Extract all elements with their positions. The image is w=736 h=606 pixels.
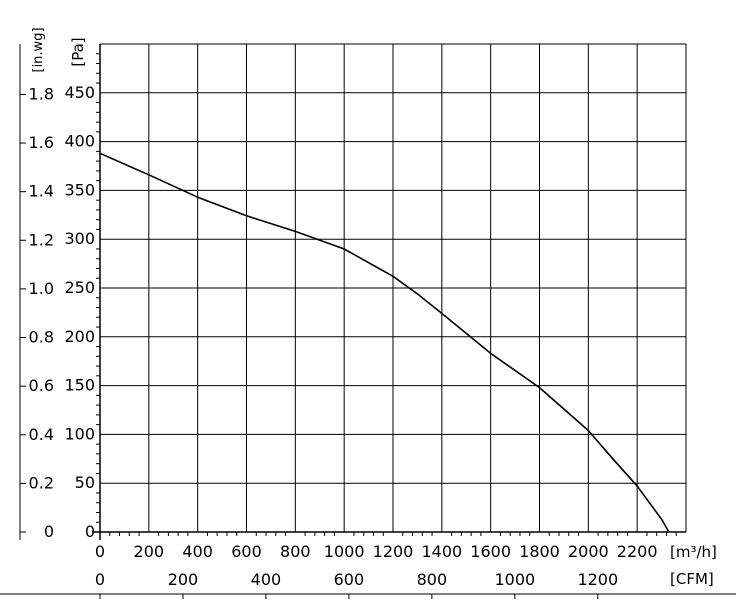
y-tick-label: 150: [64, 376, 95, 395]
y2-tick-label: 1.4: [29, 182, 54, 201]
y-tick-label: 450: [64, 83, 95, 102]
x2-tick-label: 1200: [577, 570, 618, 589]
x-tick-labels: 0 200 400 600 800 1000 1200 1400 1600 1800 2000 220…: [95, 542, 658, 561]
x-tick-label: 1000: [324, 542, 365, 561]
y-tick-label: 300: [64, 229, 95, 248]
x-tick-label: 1200: [373, 542, 414, 561]
x-tick-label: 600: [231, 542, 262, 561]
series-line: [99, 152, 670, 533]
y-tick-label: 250: [64, 278, 95, 297]
y2-tick-label: 0.2: [29, 473, 54, 492]
y2-tick-label: 0.4: [29, 425, 54, 444]
x-tick-label: 1800: [519, 542, 560, 561]
x-tick-label: 1400: [421, 542, 462, 561]
y2-tick-label: 0.6: [29, 376, 54, 395]
x2-tick-label: 800: [417, 570, 448, 589]
x-tick-label: 400: [182, 542, 213, 561]
x-units-label: [m³/h]: [670, 543, 717, 561]
y-tick-label: 50: [75, 473, 95, 492]
x2-tick-labels: 0 200 400 600 800 1000 1200: [95, 570, 618, 599]
y-tick-label: 0: [85, 522, 95, 541]
x-tick-label: 800: [280, 542, 311, 561]
x-tick-label: 0: [95, 542, 105, 561]
y-tick-labels: 0 50 100 150 200 250 300 350 400 450: [64, 83, 95, 541]
x2-tick-label: 0: [95, 570, 105, 589]
y2-tick-label: 1.0: [29, 279, 54, 298]
y2-tick-label: 1.6: [29, 133, 54, 152]
x2-tick-label: 600: [334, 570, 365, 589]
x2-tick-label: 400: [251, 570, 282, 589]
x-tick-label: 2200: [617, 542, 658, 561]
y2-tick-label: 0.8: [29, 327, 54, 346]
x2-tick-label: 200: [168, 570, 199, 589]
y-units-label: [Pa]: [69, 37, 87, 66]
x-tick-label: 200: [134, 542, 165, 561]
y2-units-label: [in.wg]: [31, 27, 46, 72]
y-tick-label: 100: [64, 424, 95, 443]
y2-tick-labels: 0 0.2 0.4 0.6 0.8 1.0 1.2 1.4 1.6 1.8: [20, 84, 54, 541]
y-tick-label: 350: [64, 180, 95, 199]
y-tick-label: 200: [64, 327, 95, 346]
y2-tick-label: 1.2: [29, 230, 54, 249]
y2-tick-label: 1.8: [29, 84, 54, 103]
x-tick-label: 1600: [470, 542, 511, 561]
x2-units-label: [CFM]: [670, 570, 714, 588]
y-tick-label: 400: [64, 132, 95, 151]
series-group: [99, 152, 670, 533]
x-tick-label: 2000: [568, 542, 609, 561]
y2-tick-label: 0: [44, 522, 54, 541]
axes: [0, 43, 736, 595]
grid-lines: [100, 44, 686, 532]
x2-tick-label: 1000: [494, 570, 535, 589]
minor-ticks: [96, 53, 677, 536]
